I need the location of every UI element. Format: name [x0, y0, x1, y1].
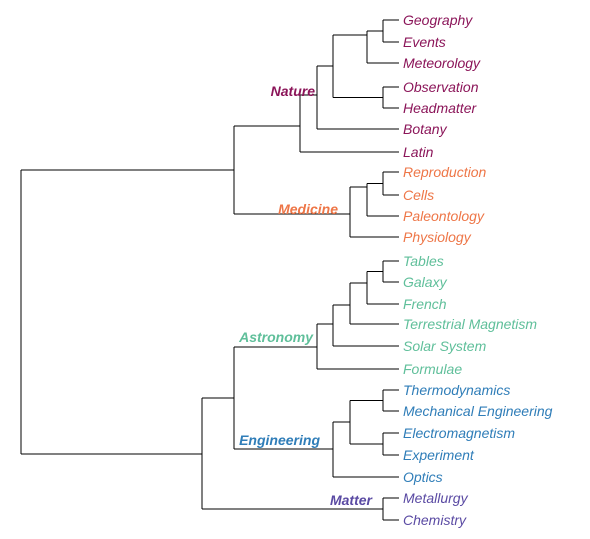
leaf-label: Geography — [403, 12, 473, 28]
leaf-label: Physiology — [403, 229, 472, 245]
leaf-label: Headmatter — [403, 100, 477, 116]
leaf-label: French — [403, 296, 447, 312]
leaf-label: Formulae — [403, 361, 462, 377]
leaf-label: Terrestrial Magnetism — [403, 316, 537, 332]
leaf-label: Observation — [403, 79, 479, 95]
leaf-label: Experiment — [403, 447, 475, 463]
group-label-engineering: Engineering — [239, 432, 320, 448]
leaf-label: Electromagnetism — [403, 425, 515, 441]
group-label-astronomy: Astronomy — [238, 329, 314, 345]
leaf-label: Thermodynamics — [403, 382, 510, 398]
leaf-label: Reproduction — [403, 164, 486, 180]
leaf-label: Optics — [403, 469, 443, 485]
leaf-label: Mechanical Engineering — [403, 403, 553, 419]
leaf-label: Events — [403, 34, 446, 50]
leaf-label: Paleontology — [403, 208, 485, 224]
leaf-label: Solar System — [403, 338, 487, 354]
leaf-label: Meteorology — [403, 55, 481, 71]
leaf-label: Tables — [403, 253, 444, 269]
leaf-labels: Geography Events Meteorology Observation Hea… — [403, 12, 553, 528]
leaf-label: Galaxy — [403, 274, 448, 290]
leaf-label: Latin — [403, 144, 434, 160]
group-label-medicine: Medicine — [278, 201, 338, 217]
leaf-label: Metallurgy — [403, 490, 469, 506]
leaf-label: Chemistry — [403, 512, 467, 528]
group-label-nature: Nature — [271, 83, 316, 99]
leaf-label: Botany — [403, 121, 448, 137]
group-label-matter: Matter — [330, 492, 374, 508]
branches — [20, 19, 399, 521]
group-labels: Nature Medicine Astronomy Engineering Matter — [238, 83, 373, 508]
leaf-label: Cells — [403, 187, 434, 203]
